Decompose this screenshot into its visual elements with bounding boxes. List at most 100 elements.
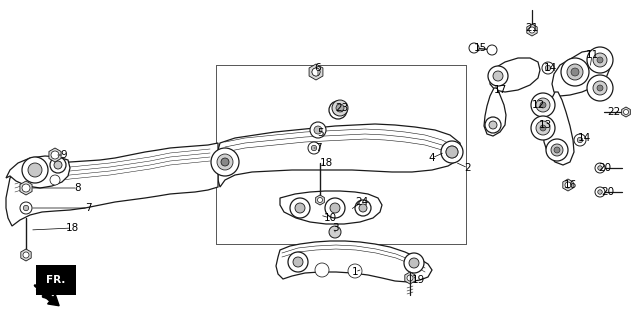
Text: 20: 20 [598, 163, 612, 173]
Circle shape [28, 163, 42, 177]
Circle shape [290, 198, 310, 218]
Polygon shape [552, 50, 610, 96]
Polygon shape [6, 156, 70, 188]
Text: 16: 16 [563, 180, 577, 190]
Circle shape [330, 203, 340, 213]
Circle shape [593, 81, 607, 95]
Circle shape [489, 121, 497, 129]
Circle shape [348, 264, 362, 278]
Polygon shape [484, 88, 506, 136]
Text: 14: 14 [577, 133, 591, 143]
Circle shape [469, 43, 479, 53]
Circle shape [211, 148, 239, 176]
Circle shape [355, 200, 371, 216]
Circle shape [311, 145, 317, 151]
Circle shape [50, 157, 66, 173]
Text: 22: 22 [607, 107, 621, 117]
Text: 13: 13 [538, 120, 552, 130]
Circle shape [485, 117, 501, 133]
Circle shape [531, 116, 555, 140]
Text: 18: 18 [319, 158, 333, 168]
Circle shape [487, 45, 497, 55]
Circle shape [567, 64, 583, 80]
Polygon shape [6, 143, 218, 226]
Text: 2: 2 [465, 163, 471, 173]
Polygon shape [21, 249, 31, 261]
Circle shape [312, 68, 320, 76]
Circle shape [574, 134, 586, 146]
Circle shape [529, 27, 535, 33]
Polygon shape [309, 64, 323, 80]
Polygon shape [20, 181, 32, 195]
Polygon shape [49, 148, 61, 162]
Circle shape [288, 252, 308, 272]
Text: 1: 1 [352, 267, 358, 277]
Text: 8: 8 [75, 183, 81, 193]
Polygon shape [405, 272, 415, 284]
Circle shape [545, 65, 550, 71]
Circle shape [23, 205, 29, 211]
Circle shape [598, 166, 602, 170]
Circle shape [407, 275, 413, 281]
Circle shape [359, 204, 367, 212]
Circle shape [295, 203, 305, 213]
Circle shape [488, 66, 508, 86]
Polygon shape [316, 195, 324, 205]
FancyArrow shape [36, 286, 59, 306]
Circle shape [540, 102, 546, 108]
Circle shape [333, 105, 343, 115]
Text: 7: 7 [84, 203, 92, 213]
Circle shape [449, 149, 455, 155]
Text: 19: 19 [412, 275, 424, 285]
Polygon shape [490, 58, 540, 92]
Circle shape [310, 122, 326, 138]
Circle shape [23, 252, 29, 258]
Circle shape [441, 141, 463, 163]
Text: 10: 10 [323, 213, 337, 223]
Circle shape [22, 184, 30, 192]
Circle shape [293, 257, 303, 267]
Circle shape [54, 161, 62, 169]
Circle shape [336, 104, 344, 112]
Circle shape [312, 68, 320, 76]
Circle shape [587, 75, 613, 101]
Circle shape [446, 146, 458, 158]
Circle shape [404, 253, 424, 273]
Circle shape [314, 126, 322, 134]
Circle shape [329, 226, 341, 238]
Circle shape [598, 190, 602, 194]
Circle shape [221, 158, 229, 166]
Circle shape [308, 142, 320, 154]
Text: 18: 18 [65, 223, 79, 233]
Circle shape [554, 147, 560, 153]
Text: FR.: FR. [46, 275, 66, 285]
Circle shape [551, 144, 563, 156]
Polygon shape [276, 241, 432, 282]
Circle shape [561, 58, 589, 86]
Circle shape [536, 98, 550, 112]
Circle shape [315, 263, 329, 277]
Circle shape [571, 68, 579, 76]
Polygon shape [563, 179, 573, 191]
Circle shape [22, 157, 48, 183]
Circle shape [540, 125, 546, 131]
Circle shape [595, 163, 605, 173]
Text: 21: 21 [525, 23, 539, 33]
Text: 24: 24 [355, 197, 369, 207]
Polygon shape [543, 92, 574, 165]
Circle shape [623, 109, 628, 114]
Circle shape [22, 184, 29, 191]
Circle shape [446, 146, 458, 158]
Circle shape [595, 187, 605, 197]
Circle shape [587, 47, 613, 73]
Text: 4: 4 [429, 153, 435, 163]
Circle shape [536, 121, 550, 135]
Circle shape [51, 152, 58, 158]
Circle shape [546, 139, 568, 161]
Circle shape [577, 137, 582, 143]
Polygon shape [280, 191, 382, 224]
Circle shape [565, 182, 571, 188]
Text: 3: 3 [332, 223, 339, 233]
Polygon shape [527, 24, 537, 36]
Text: 6: 6 [315, 63, 321, 73]
